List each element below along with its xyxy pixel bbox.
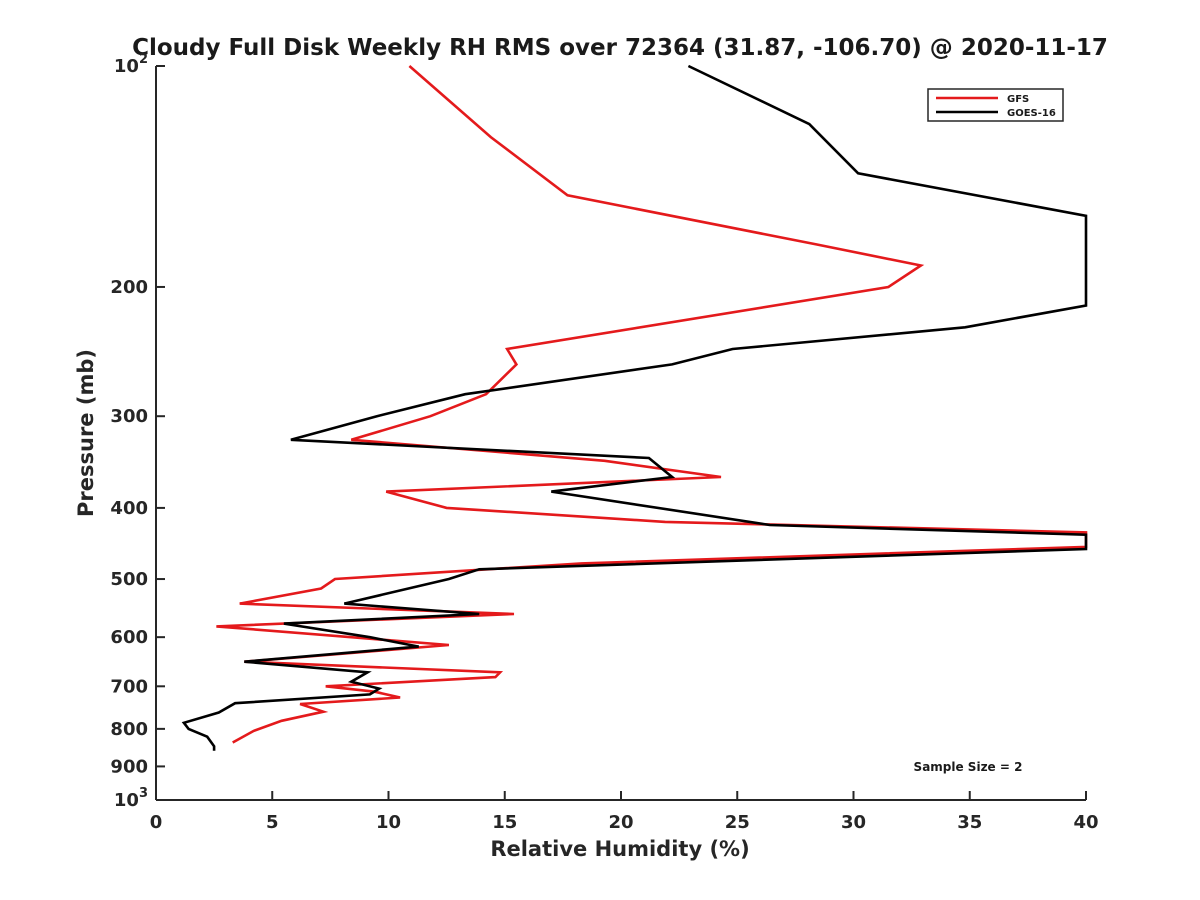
y-axis-label: Pressure (mb) bbox=[74, 349, 98, 517]
y-tick-exponent: 2 bbox=[139, 52, 148, 67]
x-tick-label: 35 bbox=[957, 812, 982, 833]
legend-label: GOES-16 bbox=[1007, 108, 1056, 119]
sample-size-annotation: Sample Size = 2 bbox=[914, 760, 1023, 774]
plot-lines bbox=[181, 64, 1088, 751]
legend-label: GFS bbox=[1007, 94, 1029, 105]
y-tick-exponent: 3 bbox=[139, 786, 148, 801]
y-tick-label: 102 bbox=[114, 52, 148, 77]
x-tick-label: 5 bbox=[266, 812, 279, 833]
x-tick-label: 15 bbox=[492, 812, 517, 833]
x-tick-label: 10 bbox=[376, 812, 401, 833]
y-tick-base: 10 bbox=[114, 56, 139, 77]
x-tick-label: 30 bbox=[841, 812, 866, 833]
x-tick-label: 0 bbox=[150, 812, 163, 833]
y-tick-label: 800 bbox=[110, 719, 148, 740]
y-tick-label: 300 bbox=[110, 406, 148, 427]
legend-box bbox=[927, 88, 1064, 122]
y-tick-label: 103 bbox=[114, 786, 148, 811]
y-tick-label: 500 bbox=[110, 569, 148, 590]
y-tick-label: 900 bbox=[110, 756, 148, 777]
series-line-gfs bbox=[216, 65, 1088, 744]
y-tick-label: 400 bbox=[110, 498, 148, 519]
x-tick-label: 20 bbox=[608, 812, 633, 833]
y-tick-label: 700 bbox=[110, 676, 148, 697]
axes: 0 5 10 15 20 25 30 35 40102200300400500600700800… bbox=[110, 52, 1098, 833]
chart-title: Cloudy Full Disk Weekly RH RMS over 7236… bbox=[132, 35, 1108, 61]
y-tick-base: 10 bbox=[114, 790, 139, 811]
x-axis-label: Relative Humidity (%) bbox=[490, 837, 749, 861]
series-line-goes-16 bbox=[181, 64, 1088, 751]
y-tick-label: 200 bbox=[110, 277, 148, 298]
legend: GFS GOES-16 bbox=[927, 88, 1064, 122]
x-tick-label: 40 bbox=[1073, 812, 1098, 833]
x-tick-label: 25 bbox=[725, 812, 750, 833]
y-tick-label: 600 bbox=[110, 627, 148, 648]
